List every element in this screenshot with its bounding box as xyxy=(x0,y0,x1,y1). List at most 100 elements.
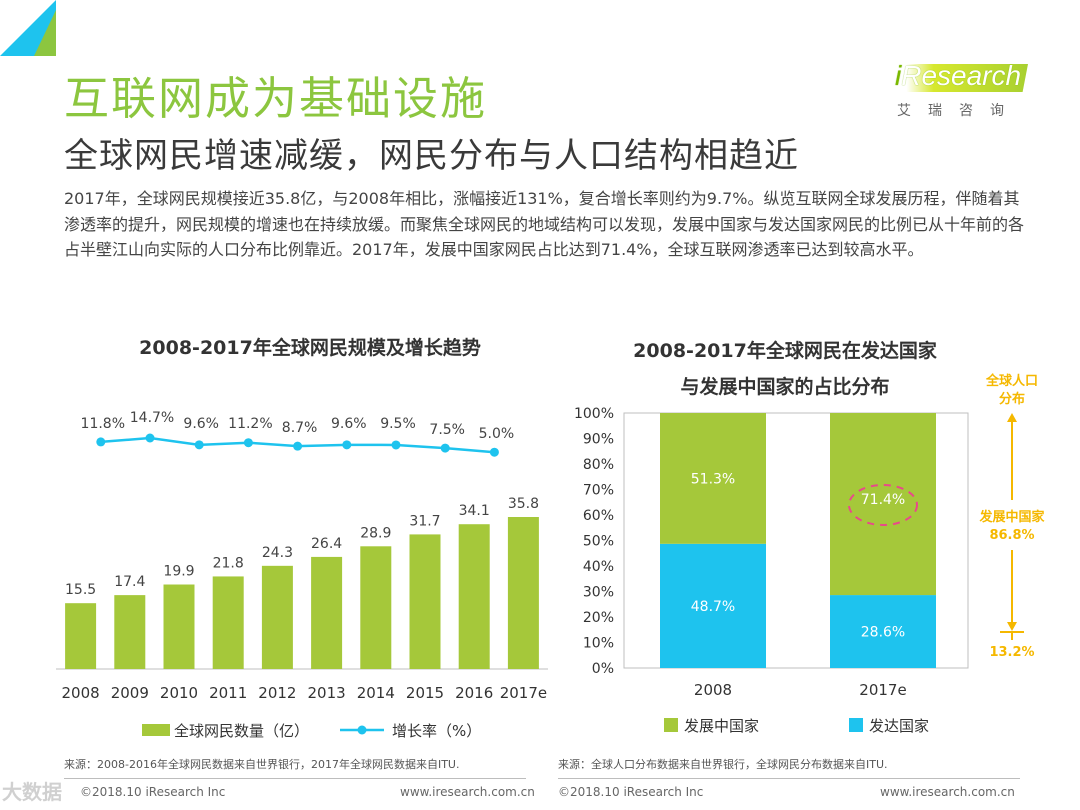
stack-developing-2008 xyxy=(660,413,766,544)
legend-label-users: 全球网民数量（亿） xyxy=(174,722,309,740)
growth-point-2014 xyxy=(342,440,352,450)
y-tick-9: 90% xyxy=(583,432,614,448)
bar-label-2010: 19.9 xyxy=(163,564,194,580)
right-chart-title-line1: 2008-2017年全球网民在发达国家 xyxy=(633,340,937,362)
label-developing-2008: 51.3% xyxy=(691,471,735,487)
growth-label-2010: 14.7% xyxy=(130,410,174,426)
growth-point-2013 xyxy=(293,441,303,451)
bar-2008 xyxy=(65,603,97,669)
y-tick-7: 70% xyxy=(583,483,614,499)
growth-label-2015: 9.5% xyxy=(380,416,416,432)
growth-label-2016: 7.5% xyxy=(429,422,465,438)
x-tick-2012: 2012 xyxy=(258,684,296,702)
logo-bar xyxy=(893,64,1028,92)
stack-developing-2017e xyxy=(830,413,936,596)
bar-2010 xyxy=(163,584,195,669)
x-tick-2017e: 2017e xyxy=(500,684,547,702)
bar-2016 xyxy=(458,524,490,669)
label-developed-2008: 48.7% xyxy=(691,599,735,615)
x-tick-2014: 2014 xyxy=(357,684,395,702)
stack-developed-2017e xyxy=(830,595,936,668)
growth-label-2014: 9.6% xyxy=(331,416,367,432)
growth-point-2009 xyxy=(96,437,106,447)
x-tick-2016: 2016 xyxy=(455,684,493,702)
bar-2013 xyxy=(311,556,343,669)
annotation-top-line1: 全球人口 xyxy=(985,373,1038,389)
left-chart-title: 2008-2017年全球网民规模及增长趋势 xyxy=(139,337,481,359)
y-tick-1: 10% xyxy=(583,636,614,652)
growth-point-2016 xyxy=(440,443,450,453)
iresearch-logo: iResearch 艾瑞咨询 xyxy=(893,56,1028,126)
annotation-arrow-lower-head xyxy=(1007,622,1017,631)
x-tick-2009: 2009 xyxy=(111,684,149,702)
left-source-note: 来源：2008-2016年全球网民数据来自世界银行，2017年全球网民数据来自I… xyxy=(64,758,460,771)
footer-copyright-left: ©2018.10 iResearch Inc xyxy=(80,785,226,799)
annotation-arrow-upper-head xyxy=(1007,413,1017,422)
growth-point-2015 xyxy=(391,440,401,450)
page-number: 5 xyxy=(1055,783,1066,802)
growth-point-2010 xyxy=(145,433,155,443)
corner-triangle-green xyxy=(34,10,56,56)
footer-divider-left xyxy=(64,778,526,779)
bar-2009 xyxy=(114,595,146,669)
legend-swatch-users xyxy=(142,724,170,736)
bar-2012 xyxy=(261,565,293,669)
legend-label-developing: 发展中国家 xyxy=(684,717,759,735)
x-tick-2008: 2008 xyxy=(694,681,732,699)
footer-divider-right xyxy=(558,778,1020,779)
x-tick-2015: 2015 xyxy=(406,684,444,702)
bar-label-2009: 17.4 xyxy=(114,574,145,590)
annotation-top-line2: 分布 xyxy=(999,391,1025,407)
logo-rest: Research xyxy=(901,60,1022,91)
watermark: 大数据 xyxy=(2,780,62,804)
legend-swatch-developing xyxy=(664,718,678,732)
bar-label-2011: 21.8 xyxy=(213,555,244,571)
logo-wordmark: iResearch xyxy=(895,60,1021,92)
y-tick-4: 40% xyxy=(583,559,614,575)
right-chart-title-line2: 与发展中国家的占比分布 xyxy=(680,376,890,398)
growth-label-2013: 8.7% xyxy=(282,420,318,436)
footer-url-right[interactable]: www.iresearch.com.cn xyxy=(880,785,1015,799)
x-tick-2013: 2013 xyxy=(308,684,346,702)
legend-label-developed: 发达国家 xyxy=(869,717,929,735)
footer-copyright-right: ©2018.10 iResearch Inc xyxy=(558,785,704,799)
footer-url-left[interactable]: www.iresearch.com.cn xyxy=(400,785,535,799)
label-developed-2017e: 28.6% xyxy=(861,625,905,641)
x-tick-2017e: 2017e xyxy=(859,681,906,699)
page-corner-decoration xyxy=(0,0,56,56)
bar-label-2014: 28.9 xyxy=(360,525,391,541)
bar-label-2015: 31.7 xyxy=(409,513,440,529)
right-plot-frame xyxy=(623,412,969,669)
page-title: 互联网成为基础设施 xyxy=(64,72,488,125)
summary-paragraph: 2017年，全球网民规模接近35.8亿，与2008年相比，涨幅接近131%，复合… xyxy=(64,189,1025,259)
bar-2017e xyxy=(507,517,539,669)
y-tick-0: 0% xyxy=(592,661,614,677)
x-tick-2011: 2011 xyxy=(209,684,247,702)
growth-point-2012 xyxy=(243,438,253,448)
annotation-bottom: 13.2% xyxy=(989,645,1034,660)
bar-2011 xyxy=(212,576,244,669)
x-tick-2008: 2008 xyxy=(62,684,100,702)
legend-label-growth: 增长率（%） xyxy=(392,722,481,740)
bar-label-2012: 24.3 xyxy=(262,545,293,561)
bar-label-2008: 15.5 xyxy=(65,582,96,598)
growth-label-2017e: 5.0% xyxy=(479,426,515,442)
legend-swatch-developed xyxy=(849,718,863,732)
label-developing-2017e: 71.4% xyxy=(861,492,905,508)
growth-label-2011: 9.6% xyxy=(183,416,219,432)
y-tick-10: 100% xyxy=(574,406,614,422)
stack-developed-2008 xyxy=(660,543,766,668)
growth-label-2009: 11.8% xyxy=(81,416,125,432)
y-tick-6: 60% xyxy=(583,508,614,524)
logo-i: i xyxy=(895,60,902,91)
y-tick-2: 20% xyxy=(583,610,614,626)
y-tick-5: 50% xyxy=(583,534,614,550)
growth-label-2012: 11.2% xyxy=(228,416,272,432)
page-subtitle: 全球网民增速减缓，网民分布与人口结构相趋近 xyxy=(64,136,799,176)
right-source-note: 来源：全球人口分布数据来自世界银行，全球网民分布数据来自ITU. xyxy=(558,758,888,771)
annotation-middle-line1: 发展中国家 xyxy=(978,509,1045,525)
growth-point-2011 xyxy=(194,440,204,450)
bar-label-2017e: 35.8 xyxy=(508,496,539,512)
bar-2014 xyxy=(360,546,392,669)
